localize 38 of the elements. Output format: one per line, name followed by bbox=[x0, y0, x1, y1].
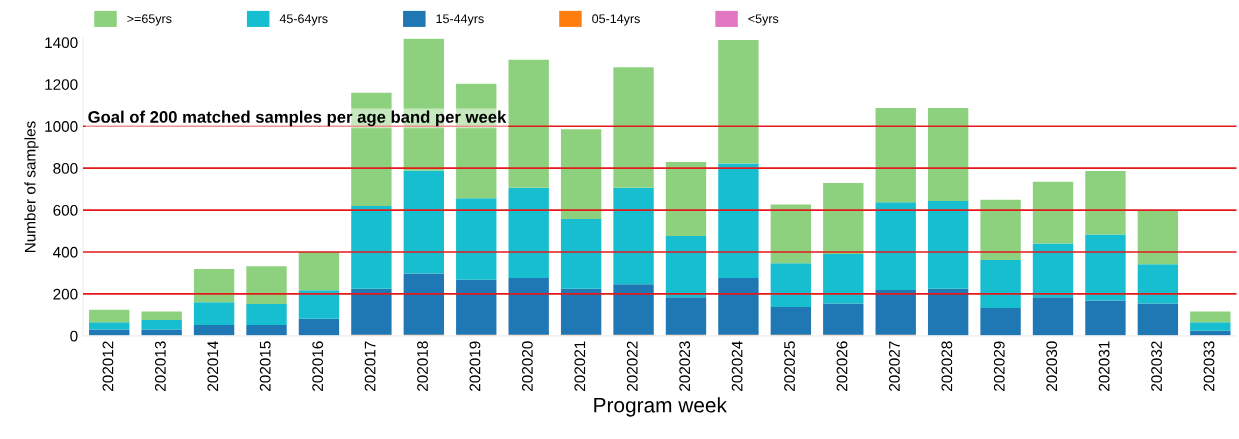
x-tick-label: 202029 bbox=[993, 341, 1005, 391]
y-tick-label: 800 bbox=[53, 163, 78, 174]
x-tick-label: 202033 bbox=[1203, 341, 1215, 391]
legend-label: 45-64yrs bbox=[279, 14, 328, 26]
x-tick-label: 202030 bbox=[1046, 341, 1058, 391]
y-tick-label: 600 bbox=[53, 204, 78, 216]
y-tick-label: 1200 bbox=[45, 79, 78, 90]
x-tick-label: 202025 bbox=[784, 341, 795, 391]
x-tick-label: 202032 bbox=[1151, 341, 1162, 391]
x-tick-label: 202014 bbox=[207, 341, 219, 391]
legend-label: >=65yrs bbox=[127, 14, 172, 26]
x-tick-label: 202026 bbox=[836, 341, 848, 391]
y-tick-label: 200 bbox=[53, 288, 78, 300]
x-tick-label: 202027 bbox=[889, 341, 900, 391]
x-tick-label: 202012 bbox=[102, 341, 114, 391]
x-tick-label: 202019 bbox=[469, 341, 481, 391]
y-tick-label: 0 bbox=[70, 330, 78, 342]
x-tick-label: 202031 bbox=[1098, 341, 1110, 391]
x-tick-label: 202018 bbox=[417, 341, 428, 391]
legend-label: 05-14yrs bbox=[592, 14, 640, 26]
x-tick-label: 202021 bbox=[574, 341, 586, 391]
y-tick-label: 400 bbox=[53, 246, 78, 258]
x-tick-label: 202017 bbox=[364, 341, 376, 391]
x-tick-label: 202013 bbox=[154, 341, 166, 391]
x-tick-label: 202028 bbox=[941, 341, 953, 391]
y-axis-title: Number of samples bbox=[24, 121, 39, 252]
x-tick-label: 202020 bbox=[521, 341, 533, 391]
x-axis-title: Program week bbox=[594, 397, 727, 417]
x-tick-label: 202024 bbox=[731, 341, 743, 391]
legend-label: <5yrs bbox=[748, 14, 779, 26]
y-tick-label: 1400 bbox=[45, 37, 78, 49]
legend-label: 15-44yrs bbox=[436, 14, 484, 26]
x-tick-label: 202016 bbox=[312, 341, 324, 391]
x-tick-label: 202022 bbox=[626, 341, 638, 391]
annotation: Goal of 200 matched samples per age band per week bbox=[88, 110, 507, 127]
x-tick-label: 202015 bbox=[259, 341, 271, 391]
x-tick-label: 202023 bbox=[679, 341, 691, 391]
y-tick-label: 1000 bbox=[45, 121, 78, 132]
